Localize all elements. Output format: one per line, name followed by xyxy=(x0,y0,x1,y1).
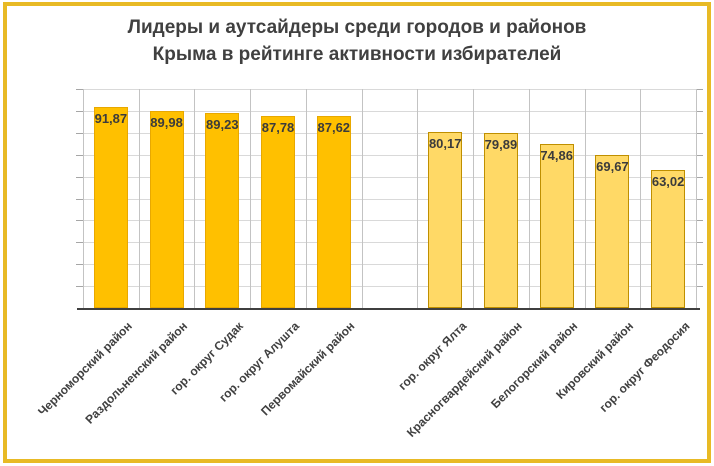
axis-tick-left xyxy=(76,154,83,156)
gridline-vertical xyxy=(305,89,307,308)
gridline-horizontal xyxy=(83,242,696,244)
gridline-vertical xyxy=(584,89,586,308)
chart-title-line1: Лидеры и аутсайдеры среди городов и райо… xyxy=(127,17,587,38)
axis-tick-left xyxy=(76,89,83,90)
gridline-vertical xyxy=(138,89,140,308)
axis-tick-left xyxy=(76,132,83,134)
gridline-vertical xyxy=(473,89,475,308)
gridline-vertical xyxy=(83,89,84,308)
axis-tick-left xyxy=(76,198,83,200)
axis-tick-right xyxy=(696,132,703,134)
bar-value-label: 79,89 xyxy=(484,137,518,153)
axis-tick-right xyxy=(696,89,703,90)
gridline-horizontal xyxy=(83,198,696,200)
axis-tick-right xyxy=(696,110,703,112)
gridline-horizontal xyxy=(83,220,696,222)
gridline-vertical xyxy=(640,89,642,308)
gridline-vertical xyxy=(361,89,363,308)
axis-tick-right xyxy=(696,198,703,200)
gridline-vertical xyxy=(194,89,196,308)
gridline-vertical xyxy=(417,89,419,308)
axis-tick-right xyxy=(696,242,703,244)
gridline-horizontal xyxy=(83,132,696,134)
category-label: Черноморский район xyxy=(35,319,135,419)
gridline-horizontal xyxy=(83,286,696,288)
axis-tick-left xyxy=(76,264,83,266)
chart-title: Лидеры и аутсайдеры среди городов и райо… xyxy=(0,14,714,68)
axis-tick-left xyxy=(76,242,83,244)
axis-tick-left xyxy=(76,220,83,222)
chart-title-line2: Крыма в рейтинге активности избирателей xyxy=(152,44,562,65)
gridline-horizontal xyxy=(83,264,696,266)
axis-tick-right xyxy=(696,264,703,266)
bar-value-label: 91,87 xyxy=(94,110,128,126)
bar: 89,98 xyxy=(149,110,184,308)
bar: 87,62 xyxy=(316,116,351,308)
bar: 91,87 xyxy=(93,106,128,308)
axis-tick-left xyxy=(76,176,83,178)
bar: 69,67 xyxy=(595,155,630,308)
axis-tick-right xyxy=(696,154,703,156)
bar: 74,86 xyxy=(539,144,574,308)
axis-tick-right xyxy=(696,176,703,178)
gridline-horizontal xyxy=(83,89,696,90)
axis-tick-right xyxy=(696,286,703,288)
bar-value-label: 89,98 xyxy=(150,114,183,130)
bar-value-label: 87,62 xyxy=(317,120,351,136)
bar-value-label: 80,17 xyxy=(428,136,462,152)
bar-value-label: 89,23 xyxy=(206,116,239,132)
bar-value-label: 87,78 xyxy=(261,119,295,135)
gridline-horizontal xyxy=(83,110,696,112)
axis-tick-left xyxy=(76,110,83,112)
gridline-vertical xyxy=(696,89,697,308)
bar: 87,78 xyxy=(261,115,296,308)
category-label: Красногвардейский район xyxy=(404,319,525,440)
gridline-vertical xyxy=(528,89,530,308)
bar: 63,02 xyxy=(651,169,686,308)
gridline-horizontal xyxy=(83,176,696,178)
category-label: Первомайский район xyxy=(258,319,358,419)
gridline-vertical xyxy=(250,89,252,308)
bar-value-label: 74,86 xyxy=(540,148,573,164)
gridline-horizontal xyxy=(83,154,696,156)
axis-tick-left xyxy=(76,286,83,288)
category-label: Раздольненский район xyxy=(82,319,191,427)
bar: 80,17 xyxy=(428,132,463,308)
bar: 79,89 xyxy=(483,133,518,308)
bar-value-label: 63,02 xyxy=(651,173,685,189)
axis-tick-right xyxy=(696,220,703,222)
x-axis-line xyxy=(77,308,700,310)
bar-value-label: 69,67 xyxy=(596,159,629,175)
bar: 89,23 xyxy=(205,112,240,308)
